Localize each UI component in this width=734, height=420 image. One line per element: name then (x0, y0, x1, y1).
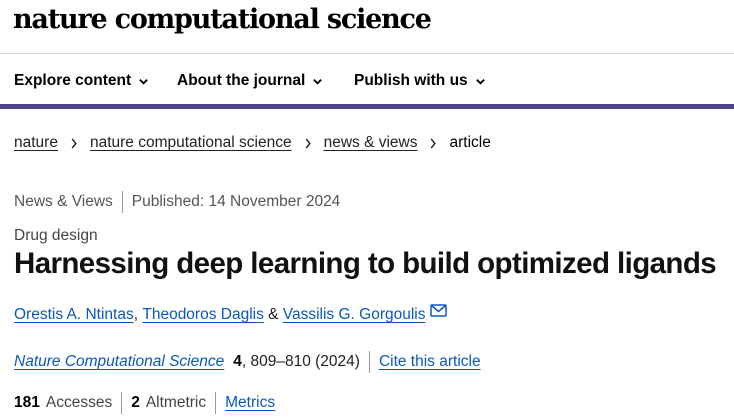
author-link[interactable]: Theodoros Daglis (142, 306, 264, 323)
citation: Nature Computational Science 4 , 809–810… (14, 351, 481, 373)
main-nav: Explore content About the journal Publis… (0, 54, 734, 109)
mail-icon[interactable] (429, 303, 447, 317)
chevron-down-icon (139, 78, 148, 85)
article-type: News & Views (14, 193, 113, 210)
metrics-link[interactable]: Metrics (225, 394, 276, 411)
breadcrumb: nature nature computational science news… (14, 134, 491, 152)
altmetric-count: 2 (131, 394, 140, 411)
accesses-count: 181 (14, 394, 40, 411)
article-title: Harnessing deep learning to build optimi… (14, 247, 717, 280)
author-list: Orestis A. Ntintas , Theodoros Daglis & … (14, 303, 447, 324)
author-separator: , (133, 306, 143, 323)
divider (215, 392, 217, 414)
divider (121, 191, 123, 213)
published-date: Published: 14 November 2024 (131, 193, 341, 210)
nav-about-journal[interactable]: About the journal (177, 72, 323, 90)
article-metrics: 181 Accesses 2 Altmetric Metrics (14, 392, 275, 414)
divider (368, 351, 370, 373)
divider (121, 392, 123, 414)
breadcrumb-current: article (449, 134, 491, 151)
nav-explore-content[interactable]: Explore content (14, 72, 149, 90)
breadcrumb-nature[interactable]: nature (14, 134, 58, 151)
altmetric-label: Altmetric (145, 394, 207, 411)
nav-publish-with-us[interactable]: Publish with us (354, 72, 486, 90)
chevron-right-icon (305, 137, 311, 149)
author-link[interactable]: Orestis A. Ntintas (14, 306, 134, 323)
nav-publish-with-us-label: Publish with us (354, 72, 468, 89)
volume: 4 (233, 353, 242, 370)
chevron-down-icon (313, 78, 323, 85)
site-header: nature computational science (0, 0, 734, 54)
journal-logo[interactable]: nature computational science (13, 4, 432, 35)
article-meta: News & Views Published: 14 November 2024 (14, 191, 340, 213)
chevron-right-icon (431, 137, 437, 149)
accesses-label: Accesses (45, 394, 113, 411)
chevron-down-icon (475, 78, 485, 85)
chevron-right-icon (71, 137, 77, 149)
author-separator: & (263, 306, 283, 323)
nav-explore-content-label: Explore content (14, 72, 132, 89)
cite-article-link[interactable]: Cite this article (378, 353, 481, 370)
breadcrumb-journal[interactable]: nature computational science (89, 134, 292, 151)
journal-link[interactable]: Nature Computational Science (14, 353, 225, 370)
author-link[interactable]: Vassilis G. Gorgoulis (282, 306, 426, 323)
breadcrumb-news-views[interactable]: news & views (323, 134, 418, 151)
nav-about-journal-label: About the journal (177, 72, 306, 89)
pages-year: , 809–810 (2024) (241, 353, 360, 370)
article-subject: Drug design (14, 227, 98, 244)
